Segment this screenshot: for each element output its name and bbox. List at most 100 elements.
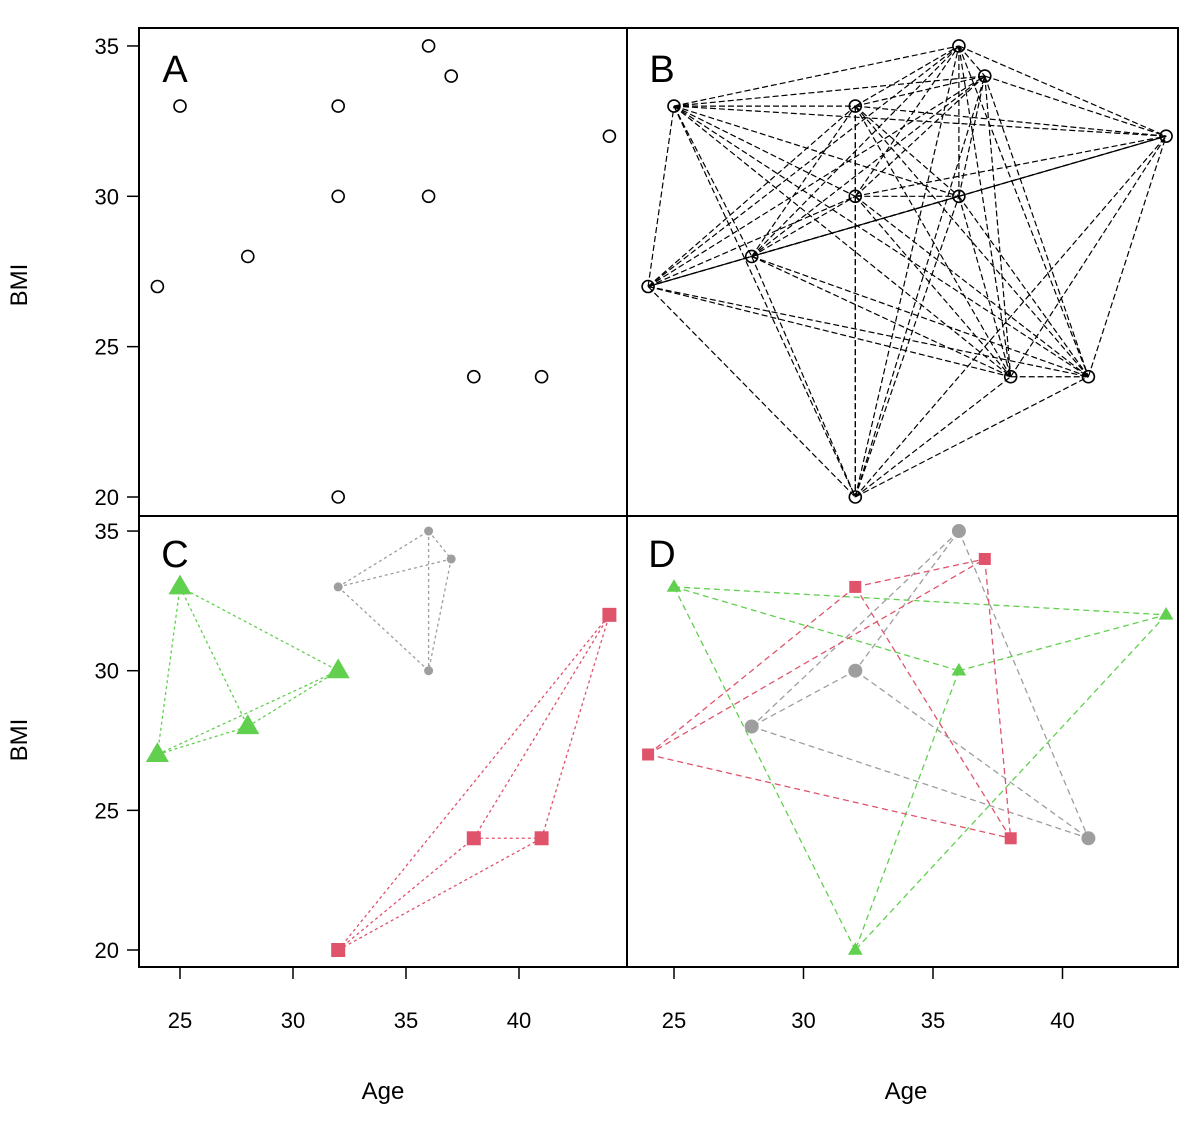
- dashed-edge: [1010, 135, 1167, 378]
- panel-frame-d: [626, 515, 1179, 968]
- dashed-edge: [855, 376, 1089, 498]
- green-triangle-point: [847, 942, 863, 955]
- green-edge: [854, 614, 1167, 951]
- gray-edge: [428, 530, 452, 560]
- data-point: [1081, 369, 1096, 384]
- dashed-edge: [751, 195, 856, 257]
- data-point: [602, 129, 617, 143]
- dashed-edge: [984, 75, 1012, 377]
- gray-edge: [337, 530, 429, 588]
- dashed-edge: [673, 45, 960, 107]
- dashed-edge: [751, 105, 856, 257]
- red-square-point: [331, 943, 346, 957]
- gray-edge: [751, 530, 960, 728]
- panel-letter-a: A: [162, 49, 188, 91]
- data-point: [952, 39, 966, 53]
- data-point: [466, 369, 481, 384]
- dashed-edge: [673, 105, 753, 257]
- data-point: [331, 189, 346, 204]
- dashed-edge: [958, 196, 1012, 377]
- gray-circle-point: [744, 719, 759, 734]
- dashed-edge: [855, 135, 1167, 197]
- data-point: [848, 189, 863, 204]
- data-point: [848, 490, 863, 504]
- y-tick-label: 20: [95, 938, 119, 963]
- red-edge: [855, 558, 985, 588]
- gray-edge: [854, 670, 1089, 839]
- y-tick-label: 30: [95, 184, 119, 209]
- red-edge: [647, 753, 1011, 839]
- green-triangle-point: [145, 742, 169, 763]
- y-tick-label: 30: [95, 659, 119, 684]
- y-tick-label: 25: [95, 335, 119, 360]
- dashed-edge: [647, 285, 1089, 378]
- red-square-point: [849, 580, 862, 593]
- panel-letter-c: C: [161, 534, 188, 576]
- y-tick-label: 35: [95, 34, 119, 59]
- dashed-edge: [751, 255, 1011, 378]
- x-tick-label: 30: [791, 1008, 815, 1033]
- green-edge: [673, 586, 960, 672]
- gray-circle-point: [424, 526, 434, 536]
- panel-frame-b: [626, 27, 1179, 517]
- red-square-point: [466, 831, 481, 846]
- green-triangle-point: [326, 658, 350, 679]
- x-tick-label: 35: [921, 1008, 945, 1033]
- green-edge: [673, 586, 856, 951]
- green-edge: [179, 586, 339, 672]
- red-edge: [647, 558, 986, 756]
- red-edge: [984, 558, 1012, 839]
- dashed-edge: [1087, 135, 1167, 377]
- dashed-edge: [984, 75, 1089, 377]
- dashed-edge: [854, 376, 1012, 498]
- x-tick-label: 40: [1050, 1008, 1074, 1033]
- data-point: [241, 249, 255, 264]
- green-edge: [157, 670, 339, 756]
- dashed-edge: [673, 105, 856, 197]
- y-axis-label: BMI: [6, 719, 33, 762]
- dashed-edge: [855, 75, 985, 107]
- x-axis-label: Age: [885, 1078, 928, 1105]
- data-point: [421, 189, 436, 204]
- data-point: [667, 99, 681, 113]
- red-square-point: [642, 748, 655, 761]
- data-point: [1003, 369, 1018, 384]
- green-edge: [157, 725, 248, 756]
- data-point: [150, 279, 165, 294]
- x-axis-label: Age: [362, 1078, 405, 1105]
- red-edge: [337, 837, 475, 951]
- x-tick-label: 35: [394, 1008, 418, 1033]
- data-point: [421, 39, 436, 53]
- dashed-edge: [854, 105, 1089, 378]
- red-square-point: [534, 831, 549, 846]
- green-triangle-point: [666, 579, 682, 592]
- dashed-edge: [854, 75, 986, 197]
- data-point: [952, 189, 966, 204]
- dashed-edge: [854, 195, 1012, 378]
- dashed-edge: [673, 105, 1167, 137]
- gray-edge: [427, 558, 452, 671]
- dashed-edge: [673, 105, 1089, 378]
- green-triangle-point: [236, 714, 260, 735]
- dashed-edge: [647, 75, 986, 288]
- green-edge: [673, 586, 1167, 616]
- red-edge: [647, 586, 856, 755]
- red-edge: [337, 837, 542, 951]
- y-tick-label: 35: [95, 519, 119, 544]
- dashed-edge: [751, 75, 986, 257]
- green-edge: [958, 614, 1167, 672]
- gray-edge: [751, 670, 856, 728]
- panel-letter-d: D: [648, 534, 675, 576]
- gray-circle-point: [446, 554, 456, 564]
- dashed-edge: [958, 75, 986, 197]
- data-point: [444, 69, 459, 83]
- data-point: [977, 69, 992, 83]
- dashed-edge: [854, 45, 960, 107]
- x-tick-label: 25: [168, 1008, 192, 1033]
- dashed-edge: [647, 45, 960, 287]
- gray-circle-point: [333, 582, 343, 592]
- data-point: [331, 99, 346, 113]
- dashed-edge: [958, 45, 1012, 377]
